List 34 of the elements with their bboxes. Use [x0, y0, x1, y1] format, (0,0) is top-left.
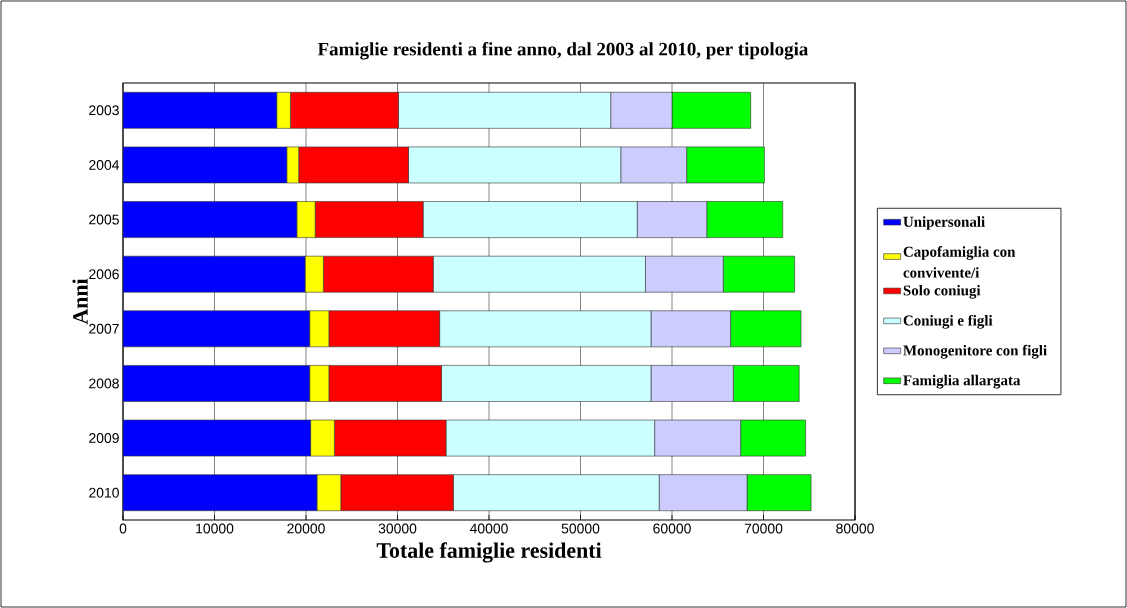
x-tick-label: 40000 — [469, 523, 508, 534]
legend-label: Unipersonali — [903, 216, 985, 230]
y-tick-label: 2004 — [89, 159, 120, 170]
x-tick-label: 30000 — [378, 523, 417, 534]
x-tick-label: 80000 — [836, 523, 874, 534]
bar — [123, 91, 278, 129]
y-tick-label: 2006 — [89, 269, 119, 280]
bar — [123, 255, 306, 293]
legend-label: Famiglia allargata — [903, 374, 1021, 389]
bar — [123, 365, 310, 402]
bar — [123, 201, 298, 238]
bar — [123, 146, 288, 184]
x-tick-label: 0 — [119, 523, 127, 534]
legend-label: Monogenitore con figli — [903, 344, 1047, 359]
x-axis-title: Totale famiglie residenti — [376, 542, 602, 563]
y-tick-label: 2007 — [89, 323, 119, 334]
y-tick-label: 2005 — [89, 214, 119, 225]
y-tick-label: 2008 — [89, 378, 119, 389]
y-tick-label: 2003 — [89, 105, 119, 116]
bar — [123, 419, 311, 457]
x-tick-label: 10000 — [196, 523, 234, 534]
bar — [123, 474, 318, 512]
legend-label: Coniugi e figli — [903, 314, 993, 329]
y-tick-label: 2009 — [89, 433, 119, 444]
legend-label: Capofamiglia con convivente/i — [903, 246, 1016, 278]
x-tick-label: 20000 — [287, 523, 325, 534]
x-tick-label: 70000 — [744, 523, 783, 534]
y-tick-label: 2010 — [89, 487, 119, 498]
x-tick-label: 60000 — [653, 523, 691, 534]
x-tick-label: 50000 — [561, 523, 600, 534]
legend-label: Solo coniugi — [903, 284, 981, 299]
chart-title: Famiglie residenti a fine anno, dal 2003 al 2010, per tipologia — [317, 42, 809, 60]
y-axis-title: Anni — [72, 278, 88, 325]
bar — [123, 310, 310, 348]
